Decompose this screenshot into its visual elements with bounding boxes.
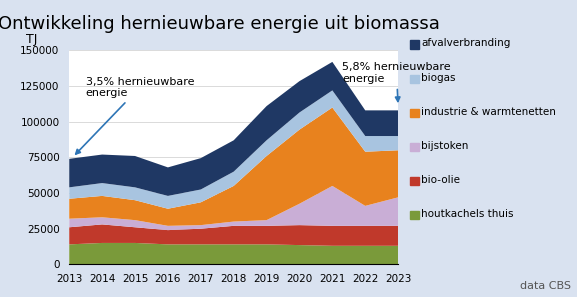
Text: industrie & warmtenetten: industrie & warmtenetten [421, 107, 556, 117]
Text: afvalverbranding: afvalverbranding [421, 38, 510, 48]
Text: 5,8% hernieuwbare
energie: 5,8% hernieuwbare energie [342, 62, 451, 102]
Text: data CBS: data CBS [520, 281, 571, 291]
Text: biogas: biogas [421, 72, 455, 83]
Text: 3,5% hernieuwbare
energie: 3,5% hernieuwbare energie [76, 77, 194, 154]
Text: bio-olie: bio-olie [421, 175, 460, 185]
Text: TJ: TJ [27, 33, 38, 46]
Text: bijstoken: bijstoken [421, 141, 469, 151]
Text: houtkachels thuis: houtkachels thuis [421, 209, 514, 219]
Text: Ontwikkeling hernieuwbare energie uit biomassa: Ontwikkeling hernieuwbare energie uit bi… [0, 15, 440, 33]
